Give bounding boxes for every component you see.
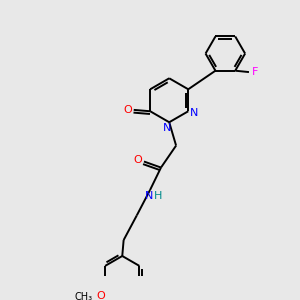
Text: O: O <box>124 105 133 115</box>
Text: N: N <box>144 191 153 201</box>
Text: H: H <box>154 191 162 201</box>
Text: O: O <box>134 155 142 165</box>
Text: N: N <box>163 123 171 133</box>
Text: N: N <box>190 109 199 118</box>
Text: O: O <box>96 291 105 300</box>
Text: F: F <box>252 67 258 77</box>
Text: CH₃: CH₃ <box>74 292 93 300</box>
